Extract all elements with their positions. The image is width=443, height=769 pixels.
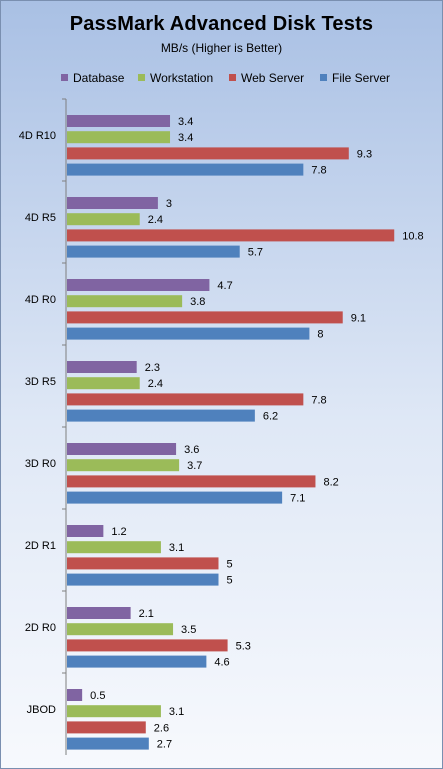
bar-web-server-4d-r0 <box>67 311 343 324</box>
chart-subtitle: MB/s (Higher is Better) <box>160 41 283 55</box>
value-label-file-server-4d-r10: 7.8 <box>311 165 326 177</box>
bar-database-4d-r0 <box>67 279 210 291</box>
category-label-4d-r10: 4D R10 <box>19 130 56 142</box>
value-label-web-server-2d-r0: 5.3 <box>236 640 251 652</box>
value-label-file-server-jbod: 2.7 <box>157 739 172 751</box>
category-label-3d-r0: 3D R0 <box>25 458 56 470</box>
bar-workstation-jbod <box>67 705 161 718</box>
legend-label-workstation: Workstation <box>150 71 214 85</box>
bar-workstation-4d-r5 <box>67 213 140 226</box>
bar-database-3d-r0 <box>67 443 177 455</box>
bar-file-server-4d-r5 <box>67 245 240 258</box>
legend-swatch-file-server <box>320 74 327 81</box>
value-label-file-server-3d-r5: 6.2 <box>263 411 278 423</box>
value-label-web-server-4d-r0: 9.1 <box>351 312 366 324</box>
value-label-workstation-2d-r1: 3.1 <box>169 542 184 554</box>
value-label-file-server-4d-r0: 8 <box>317 329 323 341</box>
value-label-database-3d-r5: 2.3 <box>145 362 160 374</box>
value-label-file-server-2d-r1: 5 <box>227 575 233 587</box>
chart-title: PassMark Advanced Disk Tests <box>69 13 374 35</box>
value-label-web-server-2d-r1: 5 <box>227 558 233 570</box>
category-label-4d-r0: 4D R0 <box>25 294 56 306</box>
value-label-web-server-jbod: 2.6 <box>154 722 169 734</box>
value-label-workstation-4d-r5: 2.4 <box>148 214 163 226</box>
bar-web-server-4d-r5 <box>67 229 395 242</box>
bar-file-server-jbod <box>67 737 149 750</box>
bar-file-server-2d-r0 <box>67 655 207 668</box>
legend-swatch-database <box>61 74 68 81</box>
value-label-database-4d-r10: 3.4 <box>178 116 193 128</box>
legend-item-file-server: File Server <box>320 71 390 85</box>
legend-label-database: Database <box>73 71 125 85</box>
legend-swatch-web-server <box>229 74 236 81</box>
bar-database-3d-r5 <box>67 361 137 373</box>
value-label-web-server-4d-r10: 9.3 <box>357 148 372 160</box>
bar-database-4d-r10 <box>67 115 171 127</box>
bar-database-2d-r0 <box>67 607 131 619</box>
bar-workstation-2d-r0 <box>67 623 174 636</box>
legend-item-workstation: Workstation <box>138 71 213 85</box>
value-label-database-2d-r0: 2.1 <box>139 608 154 620</box>
legend-label-file-server: File Server <box>332 71 391 85</box>
value-label-web-server-3d-r0: 8.2 <box>323 476 338 488</box>
value-label-workstation-4d-r10: 3.4 <box>178 132 193 144</box>
bar-web-server-4d-r10 <box>67 147 349 160</box>
value-label-database-jbod: 0.5 <box>90 690 105 702</box>
value-label-file-server-2d-r0: 4.6 <box>214 657 229 669</box>
value-label-file-server-4d-r5: 5.7 <box>248 247 263 259</box>
value-label-web-server-4d-r5: 10.8 <box>402 230 423 242</box>
bar-file-server-2d-r1 <box>67 573 219 586</box>
bar-web-server-jbod <box>67 721 146 734</box>
legend-item-database: Database <box>61 71 124 85</box>
bar-database-jbod <box>67 689 83 701</box>
category-label-jbod: JBOD <box>27 704 56 716</box>
bar-web-server-3d-r5 <box>67 393 304 406</box>
category-label-4d-r5: 4D R5 <box>25 212 56 224</box>
category-label-2d-r1: 2D R1 <box>25 540 56 552</box>
value-label-workstation-2d-r0: 3.5 <box>181 624 196 636</box>
bar-file-server-4d-r0 <box>67 327 310 340</box>
bar-file-server-3d-r5 <box>67 409 255 422</box>
category-label-3d-r5: 3D R5 <box>25 376 56 388</box>
bar-database-4d-r5 <box>67 197 158 209</box>
category-label-2d-r0: 2D R0 <box>25 622 56 634</box>
value-label-database-4d-r0: 4.7 <box>217 280 232 292</box>
value-label-workstation-3d-r0: 3.7 <box>187 460 202 472</box>
value-label-database-4d-r5: 3 <box>166 198 172 210</box>
bar-web-server-2d-r1 <box>67 557 219 570</box>
bar-web-server-2d-r0 <box>67 639 228 652</box>
value-label-web-server-3d-r5: 7.8 <box>311 394 326 406</box>
bar-file-server-4d-r10 <box>67 163 304 176</box>
bar-workstation-3d-r0 <box>67 459 180 472</box>
value-label-workstation-jbod: 3.1 <box>169 706 184 718</box>
legend-item-web-server: Web Server <box>229 71 304 85</box>
legend-swatch-workstation <box>138 74 145 81</box>
bar-workstation-3d-r5 <box>67 377 140 390</box>
bar-file-server-3d-r0 <box>67 491 283 504</box>
legend-label-web-server: Web Server <box>241 71 305 85</box>
bar-web-server-3d-r0 <box>67 475 316 488</box>
value-label-workstation-4d-r0: 3.8 <box>190 296 205 308</box>
value-label-file-server-3d-r0: 7.1 <box>290 493 305 505</box>
value-label-database-3d-r0: 3.6 <box>184 444 199 456</box>
value-label-database-2d-r1: 1.2 <box>111 526 126 538</box>
bar-workstation-4d-r10 <box>67 131 171 144</box>
bar-database-2d-r1 <box>67 525 104 537</box>
bar-workstation-4d-r0 <box>67 295 183 308</box>
value-label-workstation-3d-r5: 2.4 <box>148 378 163 390</box>
bar-workstation-2d-r1 <box>67 541 161 554</box>
